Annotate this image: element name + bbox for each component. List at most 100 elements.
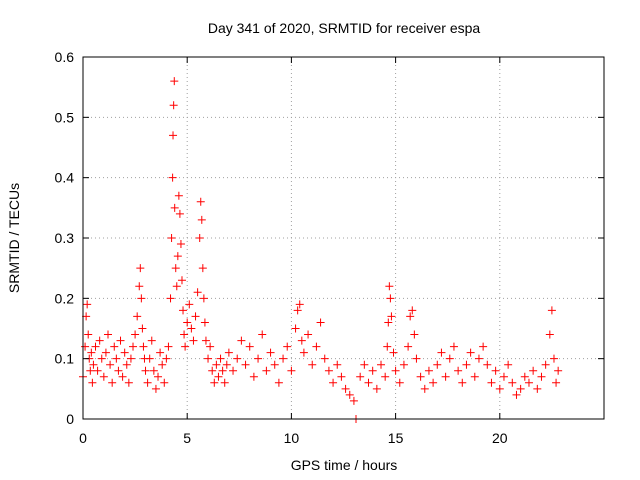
data-point: [124, 378, 133, 387]
x-axis-label: GPS time / hours: [291, 457, 398, 473]
data-point: [99, 372, 108, 381]
data-point: [212, 360, 221, 369]
data-point: [337, 372, 346, 381]
data-point: [160, 378, 169, 387]
data-point: [377, 360, 386, 369]
data-point: [201, 336, 210, 345]
data-point: [145, 354, 154, 363]
data-point: [287, 366, 296, 375]
data-point: [139, 342, 148, 351]
data-point: [191, 312, 200, 321]
data-point: [206, 342, 215, 351]
data-point: [88, 378, 97, 387]
data-point: [258, 330, 267, 339]
data-point: [93, 366, 102, 375]
data-point: [368, 366, 377, 375]
data-point: [83, 300, 92, 309]
data-point: [385, 282, 394, 291]
data-point: [245, 342, 254, 351]
data-point: [196, 197, 205, 206]
data-point: [449, 342, 458, 351]
data-point: [87, 348, 96, 357]
chart-title: Day 341 of 2020, SRMTID for receiver esp…: [208, 20, 481, 36]
data-point: [424, 366, 433, 375]
data-point: [549, 354, 558, 363]
data-point: [554, 366, 563, 375]
data-point: [137, 294, 146, 303]
data-point: [445, 354, 454, 363]
data-point: [504, 360, 513, 369]
data-point: [199, 294, 208, 303]
data-point: [181, 342, 190, 351]
y-tick-label: 0.6: [55, 49, 75, 65]
data-point: [174, 191, 183, 200]
data-point: [229, 366, 238, 375]
data-point: [143, 378, 152, 387]
data-point: [187, 324, 196, 333]
data-point: [129, 342, 138, 351]
data-point: [95, 336, 104, 345]
data-point: [360, 360, 369, 369]
x-tick-label: 5: [183, 430, 191, 446]
data-point: [120, 348, 129, 357]
data-point: [499, 372, 508, 381]
data-point: [552, 378, 561, 387]
data-point: [270, 360, 279, 369]
data-point: [156, 348, 165, 357]
data-point: [381, 372, 390, 381]
data-point: [86, 366, 95, 375]
data-point: [495, 384, 504, 393]
data-point: [177, 276, 186, 285]
data-point: [283, 342, 292, 351]
data-point: [208, 366, 217, 375]
data-point: [81, 342, 90, 351]
y-tick-label: 0.3: [55, 230, 75, 246]
data-point: [97, 354, 106, 363]
data-point: [167, 234, 176, 242]
data-point: [108, 378, 117, 387]
data-point: [171, 264, 180, 273]
data-point: [541, 360, 550, 369]
data-point: [106, 360, 115, 369]
data-point: [479, 342, 488, 351]
data-point: [547, 306, 556, 315]
data-point: [216, 354, 225, 363]
data-point: [141, 366, 150, 375]
data-point: [295, 300, 304, 309]
data-point: [420, 384, 429, 393]
data-point: [545, 330, 554, 339]
data-point: [149, 366, 158, 375]
data-point: [189, 336, 198, 345]
data-point: [158, 360, 167, 369]
data-point: [383, 342, 392, 351]
data-point: [529, 366, 538, 375]
data-point: [84, 330, 93, 339]
data-point: [169, 101, 178, 110]
data-point: [454, 366, 463, 375]
data-point: [122, 360, 131, 369]
x-tick-label: 10: [284, 430, 300, 446]
data-point: [408, 306, 417, 315]
data-point: [162, 354, 171, 363]
data-point: [118, 372, 127, 381]
data-point: [222, 360, 231, 369]
data-point: [101, 348, 110, 357]
data-point: [179, 306, 188, 315]
data-point: [308, 360, 317, 369]
data-point: [299, 348, 308, 357]
data-point: [333, 360, 342, 369]
data-point: [104, 330, 113, 339]
data-point: [164, 342, 173, 351]
data-point: [170, 203, 179, 212]
data-point: [126, 354, 135, 363]
data-point: [391, 366, 400, 375]
data-point: [524, 378, 533, 387]
data-point: [183, 318, 192, 327]
data-point: [491, 366, 500, 375]
data-point: [324, 366, 333, 375]
data-point: [249, 372, 258, 381]
y-tick-label: 0.5: [55, 109, 75, 125]
data-point: [487, 378, 496, 387]
data-point: [508, 378, 517, 387]
